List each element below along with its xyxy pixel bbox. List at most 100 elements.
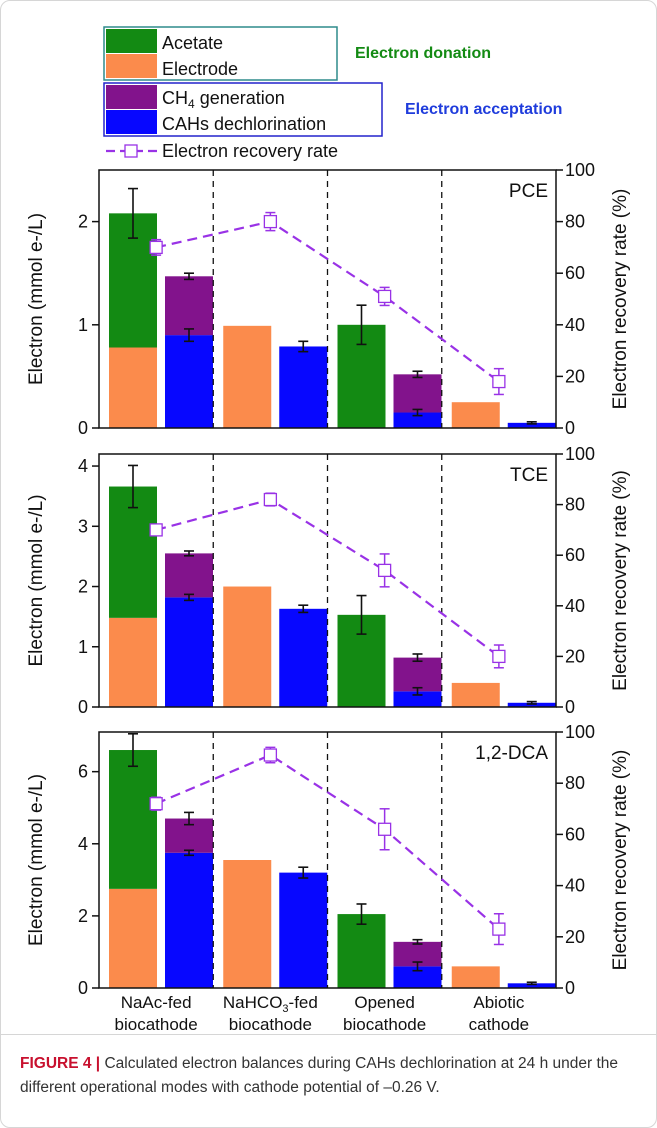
recovery-point	[377, 289, 392, 304]
y-tick-label: 1	[78, 637, 88, 657]
recovery-point	[377, 563, 392, 578]
bar-cahs	[393, 966, 442, 988]
y-tick-label: 0	[78, 697, 88, 717]
x-axis-labels: NaAc-fedbiocathodeNaHCO3-fedbiocathodeOp…	[115, 993, 530, 1034]
y2-tick-label: 100	[565, 722, 595, 742]
legend-donation-title: Electron donation	[355, 45, 491, 62]
bar-cahs	[393, 691, 442, 707]
legend-acetate-label: Acetate	[162, 33, 223, 53]
y2-axis-title: Electron recovery rate (%)	[610, 470, 631, 691]
panel-title: 1,2-DCA	[475, 743, 548, 764]
y2-tick-label: 80	[565, 773, 585, 793]
y2-tick-label: 20	[565, 366, 585, 386]
legend: Acetate Electrode Electron donation CH4 …	[103, 26, 562, 161]
caption-label: FIGURE 4 |	[20, 1055, 101, 1072]
bar-acetate	[337, 914, 386, 988]
bar-electrode	[223, 860, 272, 988]
y-tick-label: 4	[78, 456, 88, 476]
recovery-point	[263, 492, 278, 507]
y2-axis-title: Electron recovery rate (%)	[610, 750, 631, 971]
y-tick-label: 0	[78, 978, 88, 998]
figure-chart: Acetate Electrode Electron donation CH4 …	[26, 26, 631, 1034]
x-tick-label: NaAc-fed	[121, 993, 192, 1012]
caption-text: Calculated electron balances during CAHs…	[20, 1055, 618, 1096]
caption-divider	[0, 1034, 657, 1035]
legend-recovery-marker	[124, 144, 138, 158]
y2-tick-label: 100	[565, 444, 595, 464]
y-tick-label: 0	[78, 418, 88, 438]
bar-cahs	[507, 702, 556, 707]
recovery-point	[263, 748, 278, 762]
plot-frame	[98, 169, 557, 429]
legend-ch4-swatch	[106, 85, 157, 109]
bar-electrode	[109, 617, 157, 707]
y-tick-label: 4	[78, 834, 88, 854]
legend-donation-box	[103, 26, 338, 81]
x-tick-label: biocathode	[229, 1015, 312, 1034]
y-axis-title: Electron (mmol e-/L)	[26, 494, 47, 666]
y2-tick-label: 60	[565, 263, 585, 283]
recovery-point	[263, 214, 278, 229]
recovery-line	[155, 498, 500, 658]
y-axis-title: Electron (mmol e-/L)	[26, 774, 47, 946]
y2-axis-title: Electron recovery rate (%)	[610, 189, 631, 410]
bar-ch4	[165, 276, 213, 336]
recovery-line	[155, 220, 500, 383]
bar-cahs	[279, 872, 328, 988]
y-tick-label: 2	[78, 212, 88, 232]
plot-frame	[98, 453, 557, 708]
legend-ch4-label: CH4 generation	[162, 88, 285, 111]
bar-electrode	[451, 966, 500, 988]
bar-electrode	[451, 402, 500, 428]
legend-electrode-swatch	[106, 54, 157, 78]
bar-cahs	[507, 983, 556, 988]
y2-tick-label: 60	[565, 545, 585, 565]
y2-tick-label: 80	[565, 212, 585, 232]
x-tick-label: cathode	[469, 1015, 530, 1034]
recovery-point	[492, 922, 506, 936]
y2-tick-label: 0	[565, 418, 575, 438]
bar-electrode	[451, 682, 500, 707]
bar-ch4	[165, 553, 213, 598]
bar-electrode	[223, 325, 272, 428]
panel-title: TCE	[510, 465, 548, 486]
legend-acceptation-title: Electron acceptation	[405, 101, 562, 118]
bar-cahs	[279, 346, 328, 428]
figure-caption: FIGURE 4 | Calculated electron balances …	[20, 1052, 640, 1100]
x-tick-label: NaHCO3-fed	[223, 993, 318, 1015]
legend-recovery-label: Electron recovery rate	[162, 141, 338, 161]
bar-cahs	[165, 852, 213, 988]
y-axis-title: Electron (mmol e-/L)	[26, 213, 47, 385]
recovery-point	[377, 822, 392, 836]
recovery-point	[149, 523, 163, 537]
recovery-point	[492, 649, 506, 664]
recovery-point	[492, 374, 506, 389]
recovery-point	[149, 240, 163, 255]
panel-title: PCE	[509, 181, 548, 202]
legend-cahs-label: CAHs dechlorination	[162, 114, 326, 134]
legend-cahs-swatch	[106, 110, 157, 134]
y-tick-label: 6	[78, 762, 88, 782]
y2-tick-label: 60	[565, 824, 585, 844]
y2-tick-label: 40	[565, 315, 585, 335]
x-tick-label: biocathode	[115, 1015, 198, 1034]
bar-electrode	[109, 888, 157, 988]
y-tick-label: 3	[78, 516, 88, 536]
y2-tick-label: 100	[565, 160, 595, 180]
bar-acetate	[109, 750, 157, 889]
x-tick-label: Abiotic	[473, 993, 525, 1012]
bar-ch4	[393, 374, 442, 413]
y2-tick-label: 40	[565, 596, 585, 616]
plot-frame	[98, 731, 557, 989]
bar-ch4	[393, 657, 442, 692]
bar-electrode	[109, 347, 157, 428]
y2-tick-label: 20	[565, 646, 585, 666]
bar-acetate	[109, 486, 157, 618]
recovery-line	[155, 753, 500, 930]
bar-cahs	[165, 335, 213, 428]
y2-tick-label: 0	[565, 978, 575, 998]
bar-cahs	[507, 422, 556, 428]
